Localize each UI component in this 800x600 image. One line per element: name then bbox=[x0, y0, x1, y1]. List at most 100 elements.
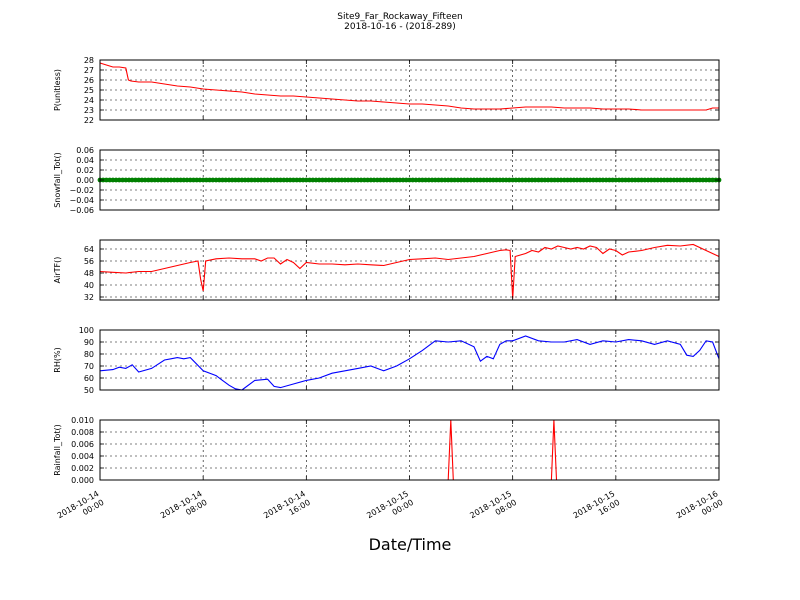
y-tick-label: 40 bbox=[84, 281, 94, 290]
y-axis-label: Snowfall_Tot() bbox=[53, 152, 62, 208]
panel-2: 32 40 48 56 64 AirTF() bbox=[53, 239, 720, 302]
panel-3: 50 60 70 80 90 100 RH(%) bbox=[53, 326, 720, 395]
data-point bbox=[452, 177, 457, 183]
data-point bbox=[655, 177, 661, 183]
data-point bbox=[236, 177, 242, 183]
data-point bbox=[439, 177, 445, 183]
data-point bbox=[210, 177, 216, 183]
data-point bbox=[507, 177, 512, 183]
data-point bbox=[642, 177, 648, 183]
x-axis-label: Date/Time bbox=[369, 535, 452, 554]
data-point bbox=[155, 177, 161, 183]
y-tick-label: 0.002 bbox=[71, 464, 94, 473]
data-point bbox=[519, 177, 525, 183]
data-point bbox=[265, 177, 270, 183]
y-tick-label: 32 bbox=[84, 293, 94, 302]
y-tick-label: 0.000 bbox=[71, 476, 94, 485]
data-point bbox=[223, 177, 229, 183]
data-point bbox=[332, 177, 338, 183]
data-point bbox=[291, 177, 296, 183]
y-tick-label: 56 bbox=[84, 257, 94, 266]
y-tick-label: 0.02 bbox=[76, 166, 94, 175]
chart-title: Site9_Far_Rockaway_Fifteen bbox=[337, 12, 463, 22]
data-point bbox=[681, 177, 686, 183]
y-tick-label: 23 bbox=[84, 106, 94, 115]
data-point bbox=[613, 177, 619, 183]
y-axis-label: AirTF() bbox=[53, 257, 62, 284]
y-tick-label: 0.006 bbox=[71, 440, 94, 449]
data-point bbox=[142, 177, 148, 183]
y-axis-label: P(unitless) bbox=[53, 69, 62, 111]
data-point bbox=[303, 177, 309, 183]
y-tick-label: 80 bbox=[84, 350, 94, 359]
y-axis-label: RH(%) bbox=[53, 347, 62, 372]
data-point bbox=[587, 177, 593, 183]
data-point bbox=[478, 177, 483, 183]
data-point bbox=[574, 177, 580, 183]
data-point bbox=[706, 177, 712, 183]
y-tick-label: 0.04 bbox=[76, 156, 94, 165]
data-point bbox=[358, 177, 364, 183]
y-tick-label: 0.010 bbox=[71, 416, 94, 425]
y-tick-label: −0.04 bbox=[69, 196, 94, 205]
data-point bbox=[668, 177, 673, 183]
chart-subtitle: 2018-10-16 - (2018-289) bbox=[344, 22, 456, 32]
data-point bbox=[249, 177, 254, 183]
y-tick-label: 0.00 bbox=[76, 176, 94, 185]
y-tick-label: 60 bbox=[84, 374, 94, 383]
data-point bbox=[694, 177, 699, 183]
data-point bbox=[600, 177, 606, 183]
data-point bbox=[371, 177, 377, 183]
y-tick-label: 48 bbox=[84, 269, 94, 278]
y-tick-label: 64 bbox=[84, 245, 94, 254]
panel-1: −0.06−0.04−0.020.000.020.040.06 Snowfall_… bbox=[53, 146, 722, 215]
series-line bbox=[99, 243, 720, 299]
data-point bbox=[129, 177, 135, 183]
y-tick-label: 25 bbox=[84, 86, 94, 95]
data-point bbox=[197, 177, 203, 183]
panel-4: 0.000 0.002 0.004 0.006 0.008 0.010 Rainfall_T… bbox=[53, 416, 720, 485]
data-point bbox=[168, 177, 174, 183]
y-tick-label: 90 bbox=[84, 338, 94, 347]
y-tick-label: −0.06 bbox=[69, 206, 94, 215]
y-tick-label: 22 bbox=[84, 116, 94, 125]
y-tick-label: 27 bbox=[84, 66, 94, 75]
y-tick-label: −0.02 bbox=[69, 186, 94, 195]
data-point bbox=[465, 177, 470, 183]
data-point bbox=[184, 177, 190, 183]
data-point bbox=[545, 177, 551, 183]
data-point bbox=[426, 177, 432, 183]
data-point bbox=[278, 177, 283, 183]
data-point bbox=[384, 177, 390, 183]
y-tick-label: 70 bbox=[84, 362, 94, 371]
y-tick-label: 26 bbox=[84, 76, 94, 85]
data-point bbox=[532, 177, 538, 183]
y-axis-label: Rainfall_Tot() bbox=[53, 424, 62, 476]
data-point bbox=[316, 177, 322, 183]
y-tick-label: 50 bbox=[84, 386, 94, 395]
data-point bbox=[413, 177, 419, 183]
y-tick-label: 28 bbox=[84, 56, 94, 65]
data-point bbox=[397, 177, 403, 183]
y-tick-label: 0.004 bbox=[71, 452, 94, 461]
y-tick-label: 24 bbox=[84, 96, 94, 105]
y-tick-label: 0.008 bbox=[71, 428, 94, 437]
data-point bbox=[558, 177, 564, 183]
y-tick-label: 0.06 bbox=[76, 146, 94, 155]
data-point bbox=[494, 177, 499, 183]
data-point bbox=[104, 177, 109, 183]
series-line bbox=[99, 62, 719, 111]
data-point bbox=[345, 177, 351, 183]
y-tick-label: 100 bbox=[79, 326, 94, 335]
